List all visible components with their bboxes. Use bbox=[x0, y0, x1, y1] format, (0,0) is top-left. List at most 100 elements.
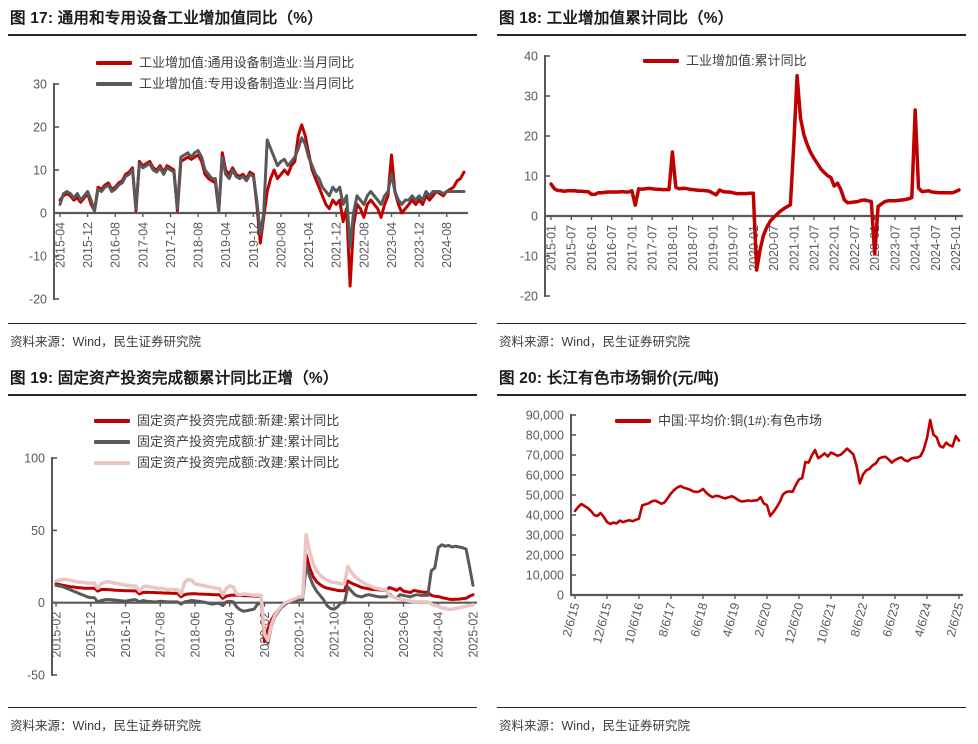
chart-legend-fig20: 中国:平均价:铜(1#):有色市场 bbox=[615, 412, 822, 429]
x-tick-label: 2023-06 bbox=[397, 612, 411, 658]
x-tick-label: 8/6/17 bbox=[656, 601, 679, 638]
x-tick-label: 10/6/16 bbox=[622, 601, 646, 645]
x-tick-label: 4/6/24 bbox=[912, 601, 935, 638]
y-tick-label: 0 bbox=[40, 207, 47, 221]
y-tick-label: 0 bbox=[531, 210, 538, 224]
x-tick-label: 6/6/18 bbox=[688, 601, 711, 638]
x-tick-label: 2/6/25 bbox=[944, 601, 967, 638]
y-tick-label: 30 bbox=[524, 90, 538, 104]
x-tick-label: 2017-01 bbox=[625, 225, 639, 271]
legend-line-swatch bbox=[94, 460, 130, 465]
x-tick-label: 2025-02 bbox=[467, 612, 481, 658]
legend-item: 中国:平均价:铜(1#):有色市场 bbox=[615, 412, 822, 429]
x-tick-label: 2/6/20 bbox=[752, 601, 775, 638]
x-tick-label: 2019-07 bbox=[727, 225, 741, 271]
series-line bbox=[54, 532, 475, 643]
legend-line-swatch bbox=[94, 439, 130, 444]
x-tick-label: 2022-08 bbox=[357, 222, 371, 268]
y-tick-label: 80,000 bbox=[526, 429, 564, 443]
legend-label: 工业增加值:通用设备制造业:当月同比 bbox=[139, 55, 355, 70]
legend-item: 固定资产投资完成额:新建:累计同比 bbox=[94, 412, 339, 429]
x-tick-label: 2015-04 bbox=[54, 222, 68, 268]
x-tick-label: 2023-04 bbox=[385, 222, 399, 268]
x-tick-label: 2022-08 bbox=[362, 612, 376, 658]
y-tick-label: 40,000 bbox=[526, 509, 564, 523]
y-tick-label: 20 bbox=[524, 130, 538, 144]
x-tick-label: 2024-07 bbox=[929, 225, 943, 271]
legend-label: 工业增加值:累计同比 bbox=[686, 53, 807, 68]
x-tick-label: 12/6/15 bbox=[590, 601, 614, 645]
x-tick-label: 2015-07 bbox=[565, 225, 579, 271]
x-tick-label: 2024-04 bbox=[432, 612, 446, 658]
y-tick-label: 60,000 bbox=[526, 469, 564, 483]
x-tick-label: 2023-12 bbox=[413, 222, 427, 268]
line-chart-fig18: 40 30 20 10 0 -10 -20 2015-01 2015-07 2016-01 2016… bbox=[520, 50, 963, 304]
x-tick-label: 2019-04 bbox=[223, 612, 237, 658]
legend-item: 工业增加值:累计同比 bbox=[643, 52, 807, 69]
chart-title-fig18: 图 18: 工业增加值累计同比（%） bbox=[497, 2, 966, 36]
series-line bbox=[573, 418, 961, 526]
panel-fig17: 图 17: 通用和专用设备工业增加值同比（%） 工业增加值:通用设备制造业:当月… bbox=[0, 0, 489, 360]
x-tick-label: 12/6/20 bbox=[782, 601, 806, 645]
x-tick-label: 2016-10 bbox=[119, 612, 133, 658]
x-tick-label: 2021-07 bbox=[808, 225, 822, 271]
y-tick-label: 10,000 bbox=[526, 569, 564, 583]
x-tick-label: 2017-08 bbox=[154, 612, 168, 658]
x-tick-label: 8/6/22 bbox=[848, 601, 871, 638]
x-tick-label: 2017-12 bbox=[164, 222, 178, 268]
legend-line-swatch bbox=[94, 418, 130, 423]
legend-line-swatch bbox=[96, 60, 132, 65]
legend-line-swatch bbox=[96, 81, 132, 86]
y-tick-label: 10 bbox=[524, 170, 538, 184]
legend-label: 固定资产投资完成额:新建:累计同比 bbox=[137, 413, 340, 428]
x-tick-label: 2018-06 bbox=[189, 612, 203, 658]
y-tick-label: 30,000 bbox=[526, 529, 564, 543]
x-tick-label: 2024-08 bbox=[440, 222, 454, 268]
x-tick-label: 2025-01 bbox=[949, 225, 963, 271]
series-line bbox=[54, 553, 475, 644]
y-tick-label: 70,000 bbox=[526, 449, 564, 463]
y-tick-label: 30 bbox=[33, 78, 47, 92]
chart-area-fig18: 工业增加值:累计同比 40 30 20 10 0 -10 -20 2015-01 2015-07… bbox=[497, 36, 966, 318]
y-tick-label: -50 bbox=[27, 669, 45, 683]
line-chart-fig17: 30 20 10 0 -10 -20 2015-04 2015-12 2016-08 2017-0… bbox=[29, 78, 468, 307]
y-tick-label: 20 bbox=[33, 121, 47, 135]
legend-item: 固定资产投资完成额:扩建:累计同比 bbox=[94, 433, 339, 450]
x-tick-label: 2024-01 bbox=[909, 225, 923, 271]
x-tick-label: 2021-10 bbox=[328, 612, 342, 658]
chart-title-fig19: 图 19: 固定资产投资完成额累计同比正增（%） bbox=[8, 362, 477, 396]
legend-line-swatch bbox=[643, 58, 679, 63]
x-tick-label: 2015-02 bbox=[50, 612, 64, 658]
line-chart-fig20: 90,000 80,000 70,000 60,000 50,000 40,000 30,0… bbox=[526, 409, 967, 646]
x-tick-label: 2016-01 bbox=[585, 225, 599, 271]
series-line bbox=[58, 136, 466, 249]
y-tick-label: -10 bbox=[29, 250, 47, 264]
legend-item: 工业增加值:通用设备制造业:当月同比 bbox=[96, 54, 354, 71]
legend-label: 工业增加值:专用设备制造业:当月同比 bbox=[139, 76, 355, 91]
line-chart-fig19: 100 50 0 -50 2015-02 2015-12 2016-10 2017-08 201… bbox=[24, 452, 481, 683]
x-tick-label: 2017-04 bbox=[136, 222, 150, 268]
x-tick-label: 2017-07 bbox=[646, 225, 660, 271]
x-tick-label: 2019-12 bbox=[247, 222, 261, 268]
panel-fig20: 图 20: 长江有色市场铜价(元/吨) 中国:平均价:铜(1#):有色市场 90… bbox=[489, 360, 978, 744]
x-tick-label: 2018-01 bbox=[666, 225, 680, 271]
legend-label: 固定资产投资完成额:改建:累计同比 bbox=[137, 455, 340, 470]
source-note-fig18: 资料来源：Wind，民生证券研究院 bbox=[497, 323, 966, 350]
x-tick-label: 2016-08 bbox=[109, 222, 123, 268]
x-tick-label: 2019-01 bbox=[706, 225, 720, 271]
x-tick-label: 2015-12 bbox=[81, 222, 95, 268]
source-note-fig17: 资料来源：Wind，民生证券研究院 bbox=[8, 323, 477, 350]
chart-title-fig17: 图 17: 通用和专用设备工业增加值同比（%） bbox=[8, 2, 477, 36]
x-tick-label: 2021-04 bbox=[302, 222, 316, 268]
y-tick-label: 20,000 bbox=[526, 549, 564, 563]
x-tick-label: 10/6/21 bbox=[814, 601, 838, 645]
source-note-fig20: 资料来源：Wind，民生证券研究院 bbox=[497, 707, 966, 734]
x-tick-label: 2022-07 bbox=[848, 225, 862, 271]
chart-area-fig19: 固定资产投资完成额:新建:累计同比固定资产投资完成额:扩建:累计同比固定资产投资… bbox=[8, 396, 480, 704]
x-tick-label: 2018-07 bbox=[686, 225, 700, 271]
panel-fig18: 图 18: 工业增加值累计同比（%） 工业增加值:累计同比 40 30 20 10 0 -… bbox=[489, 0, 978, 360]
chart-title-fig20: 图 20: 长江有色市场铜价(元/吨) bbox=[497, 362, 966, 396]
x-tick-label: 2015-12 bbox=[84, 612, 98, 658]
x-tick-label: 6/6/23 bbox=[880, 601, 903, 638]
y-tick-label: 0 bbox=[557, 589, 564, 603]
